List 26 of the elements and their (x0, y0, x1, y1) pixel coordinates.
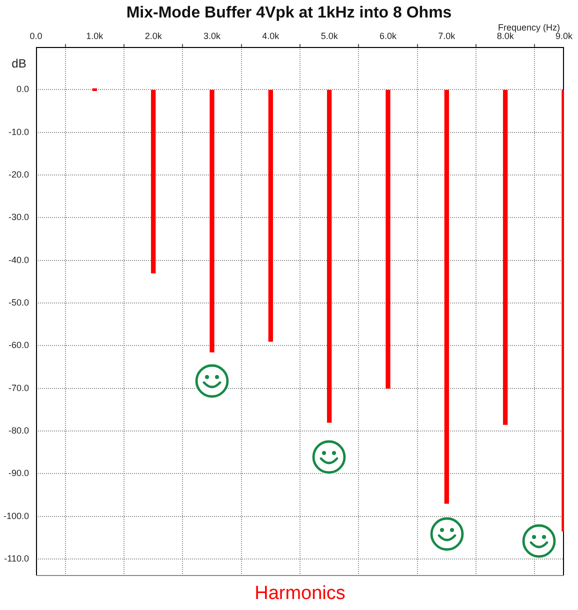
y-tick-label: -20.0 (8, 169, 29, 180)
x-tick-label: 9.0k (555, 31, 574, 42)
y-tick-label: -60.0 (8, 340, 29, 350)
y-tick-label: -40.0 (8, 254, 29, 265)
chart-title: Mix-Mode Buffer 4Vpk at 1kHz into 8 Ohms (126, 4, 452, 22)
y-tick-label: -90.0 (8, 468, 29, 478)
x-tick-label: 2.0k (144, 31, 162, 42)
x-tick-label: 8.0k (496, 31, 514, 42)
x-tick-label: 1.0k (86, 31, 104, 42)
y-tick-label: -80.0 (8, 425, 29, 436)
y-tick-label: -100.0 (3, 510, 29, 521)
y-tick-label: -50.0 (8, 297, 29, 308)
x-tick-label: 5.0k (320, 31, 338, 42)
x-tick-label: 7.0k (438, 31, 456, 42)
y-tick-label: -10.0 (8, 126, 29, 137)
y-tick-label: -110.0 (4, 553, 29, 564)
y-tick-label: -70.0 (8, 382, 29, 393)
x-tick-label: 4.0k (262, 31, 280, 42)
x-axis-title: Frequency (Hz) (498, 22, 560, 32)
x-tick-label: 0.0 (30, 31, 42, 42)
y-tick-label: 0.0 (16, 84, 29, 94)
y-tick-label: -30.0 (8, 212, 29, 222)
text: Harmonics (254, 583, 346, 604)
y-axis-title: dB (12, 56, 26, 70)
x-tick-label: 6.0k (379, 31, 398, 42)
x-tick-label: 3.0k (203, 31, 222, 42)
